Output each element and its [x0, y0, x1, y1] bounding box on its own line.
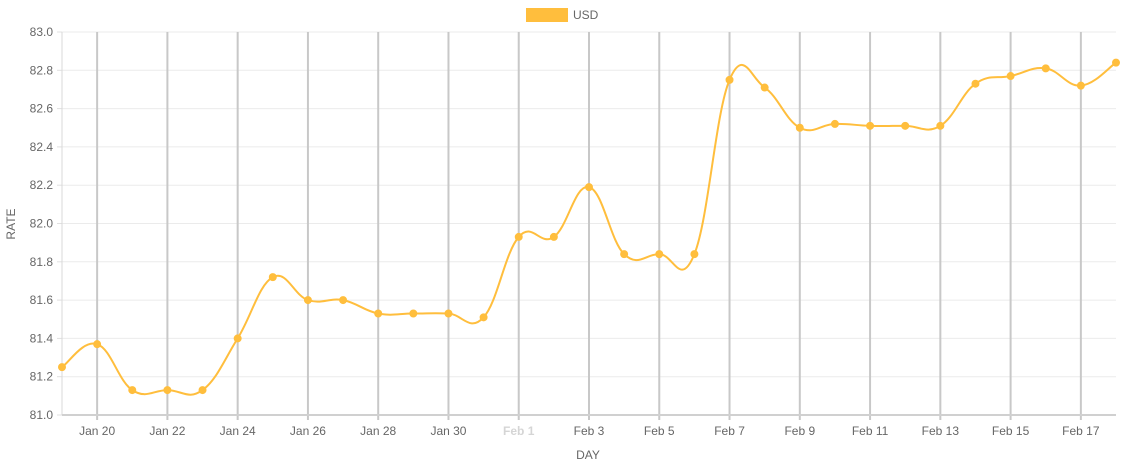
axes [61, 32, 1116, 416]
data-point[interactable] [93, 340, 102, 349]
data-point[interactable] [444, 309, 453, 318]
data-point[interactable] [233, 334, 242, 343]
y-axis-title: RATE [4, 208, 18, 239]
data-point[interactable] [1041, 64, 1050, 73]
legend[interactable]: USD [526, 8, 599, 22]
data-point[interactable] [655, 250, 664, 259]
x-tick-label: Feb 17 [1062, 424, 1100, 438]
y-tick-label: 81.0 [30, 408, 54, 422]
data-point[interactable] [830, 119, 839, 128]
legend-swatch[interactable] [526, 8, 568, 22]
data-point[interactable] [303, 296, 312, 305]
x-tick-label: Jan 28 [360, 424, 396, 438]
data-point[interactable] [374, 309, 383, 318]
data-point[interactable] [690, 250, 699, 259]
x-tick-label: Feb 11 [852, 424, 889, 438]
x-tick-label: Feb 1 [503, 424, 535, 438]
data-point[interactable] [585, 183, 593, 192]
data-point[interactable] [549, 232, 558, 241]
y-tick-label: 82.0 [30, 217, 54, 231]
y-tick-label: 81.8 [30, 255, 54, 269]
data-point[interactable] [866, 121, 875, 130]
y-tick-label: 81.2 [30, 370, 54, 384]
legend-label-usd[interactable]: USD [573, 8, 599, 22]
x-tick-label: Jan 30 [430, 424, 466, 438]
horizontal-gridlines [57, 31, 1116, 416]
x-tick-label: Feb 9 [784, 424, 815, 438]
data-point[interactable] [901, 121, 910, 130]
y-tick-label: 82.8 [30, 63, 54, 77]
data-point[interactable] [1006, 72, 1015, 81]
data-point[interactable] [725, 75, 734, 84]
data-point[interactable] [620, 250, 629, 259]
data-point[interactable] [479, 313, 488, 322]
y-tick-label: 82.4 [30, 140, 54, 154]
data-point[interactable] [128, 386, 137, 395]
y-tick-label: 81.6 [30, 293, 54, 307]
data-point[interactable] [339, 296, 348, 305]
data-point[interactable] [268, 273, 277, 282]
data-point[interactable] [971, 79, 980, 88]
y-tick-label: 82.2 [30, 178, 54, 192]
x-tick-label: Feb 13 [922, 424, 960, 438]
data-point[interactable] [514, 232, 523, 241]
data-point[interactable] [936, 121, 945, 130]
y-axis-tick-labels: 81.0 81.2 81.4 81.6 81.8 82.0 82.2 82.4 82.6 82.8… [30, 25, 54, 422]
x-tick-label: Jan 22 [149, 424, 185, 438]
data-point[interactable] [58, 363, 66, 372]
x-tick-label: Feb 7 [714, 424, 745, 438]
x-tick-label: Feb 5 [644, 424, 675, 438]
data-points [58, 58, 1120, 395]
y-tick-label: 82.6 [30, 102, 54, 116]
x-tick-label: Jan 20 [79, 424, 115, 438]
x-axis-tick-labels: Jan 20 Jan 22 Jan 24 Jan 26 Jan 28 Jan 30 Feb … [79, 424, 1100, 438]
data-point[interactable] [409, 309, 418, 318]
x-tick-label: Jan 26 [290, 424, 326, 438]
data-point[interactable] [198, 386, 207, 395]
y-tick-label: 81.4 [30, 331, 54, 345]
data-point[interactable] [795, 123, 804, 132]
x-tick-label: Feb 3 [574, 424, 605, 438]
x-tick-label: Feb 15 [992, 424, 1030, 438]
data-point[interactable] [1112, 58, 1120, 67]
data-point[interactable] [760, 83, 769, 92]
vertical-gridlines [96, 32, 1082, 420]
x-axis-title: DAY [576, 448, 600, 462]
y-tick-label: 83.0 [30, 25, 54, 39]
data-point[interactable] [163, 386, 172, 395]
x-tick-label: Jan 24 [220, 424, 256, 438]
data-point[interactable] [1076, 81, 1085, 90]
